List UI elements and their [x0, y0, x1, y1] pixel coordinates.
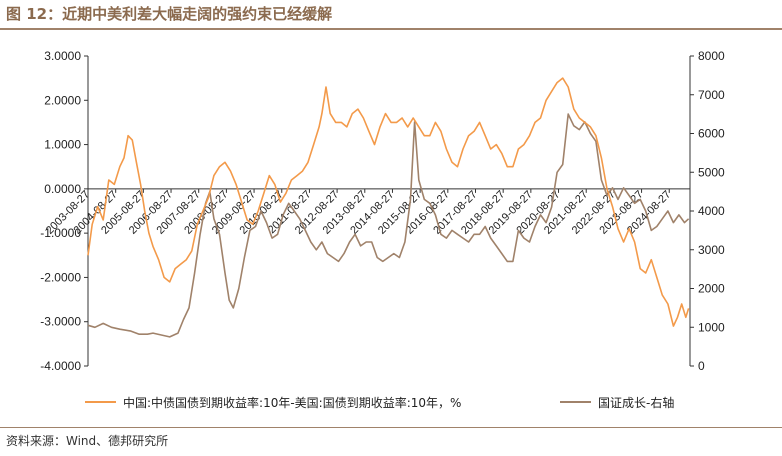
y-right-tick-label: 6000 — [698, 127, 725, 141]
y-right-tick-label: 5000 — [698, 165, 725, 179]
legend-label-cn-us-spread: 中国:中债国债到期收益率:10年-美国:国债到期收益率:10年，% — [123, 395, 461, 410]
y-left-axis: 3.0000 2.0000 1.0000 0.0000 -1.0000 -2.0000 -3… — [40, 49, 88, 373]
y-left-tick-label: -2.0000 — [40, 270, 81, 284]
source-rule — [0, 427, 782, 428]
legend: 中国:中债国债到期收益率:10年-美国:国债到期收益率:10年，% 国证成长-右… — [85, 395, 674, 410]
y-left-tick-label: 2.0000 — [44, 93, 81, 107]
y-left-tick-label: 0.0000 — [44, 182, 81, 196]
y-right-tick-label: 1000 — [698, 320, 725, 334]
y-right-tick-label: 2000 — [698, 282, 725, 296]
y-left-tick-label: 3.0000 — [44, 49, 81, 63]
legend-label-growth-index: 国证成长-右轴 — [598, 395, 674, 410]
y-right-tick-label: 7000 — [698, 88, 725, 102]
y-left-tick-label: -3.0000 — [40, 315, 81, 329]
series-layer — [87, 77, 690, 338]
y-right-axis: 8000 7000 6000 5000 4000 3000 2000 1000 0 — [690, 49, 725, 373]
series-line-cn-us-spread — [87, 77, 690, 327]
x-axis: 2003-08-272004-08-272005-08-272006-08-27… — [44, 188, 674, 236]
y-right-tick-label: 4000 — [698, 204, 725, 218]
y-right-tick-label: 0 — [698, 359, 705, 373]
source-note: 资料来源：Wind、德邦研究所 — [6, 434, 169, 448]
y-left-tick-label: -1.0000 — [40, 226, 81, 240]
figure-title: 图 12：近期中美利差大幅走阔的强约束已经缓解 — [6, 5, 333, 23]
y-right-tick-label: 8000 — [698, 49, 725, 63]
title-rule — [0, 28, 782, 30]
y-right-tick-label: 3000 — [698, 243, 725, 257]
series-line-growth-index — [87, 113, 690, 338]
y-left-tick-label: -4.0000 — [40, 359, 81, 373]
y-left-tick-label: 1.0000 — [44, 138, 81, 152]
